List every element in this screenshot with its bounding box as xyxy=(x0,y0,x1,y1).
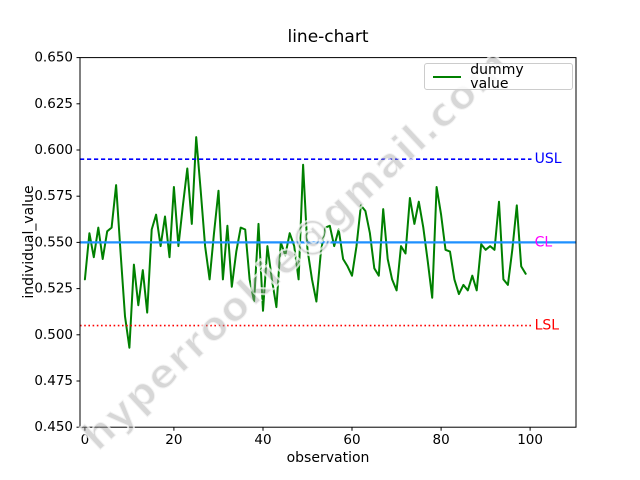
usl-label: USL xyxy=(535,151,562,167)
lsl-label: LSL xyxy=(535,318,560,334)
y-tick-label: 0.575 xyxy=(34,188,73,204)
x-axis-label: observation xyxy=(286,450,370,466)
y-tick-label: 0.650 xyxy=(34,50,73,66)
y-tick-label: 0.600 xyxy=(34,142,73,158)
series-line-dummy-value xyxy=(83,136,527,349)
chart-title: line-chart xyxy=(287,27,369,47)
cl-label: CL xyxy=(535,234,553,250)
legend-line-sample-dummy-value xyxy=(433,75,462,78)
x-tick-label: 60 xyxy=(343,432,360,448)
x-tick-label: 20 xyxy=(165,432,182,448)
x-tick-label: 40 xyxy=(254,432,271,448)
y-tick-label: 0.550 xyxy=(34,234,73,250)
y-tick-label: 0.475 xyxy=(34,373,73,389)
y-tick-label: 0.450 xyxy=(34,419,73,435)
x-tick-label: 0 xyxy=(81,432,90,448)
x-tick-label: 80 xyxy=(433,432,450,448)
legend-box: dummy value xyxy=(424,61,573,92)
y-tick-label: 0.525 xyxy=(34,281,73,297)
y-tick-label: 0.625 xyxy=(34,96,73,112)
y-tick-label: 0.500 xyxy=(34,327,73,343)
x-tick-label: 100 xyxy=(517,432,543,448)
legend-label-dummy-value: dummy value xyxy=(470,61,524,92)
y-axis-label: individual_value xyxy=(21,185,37,299)
